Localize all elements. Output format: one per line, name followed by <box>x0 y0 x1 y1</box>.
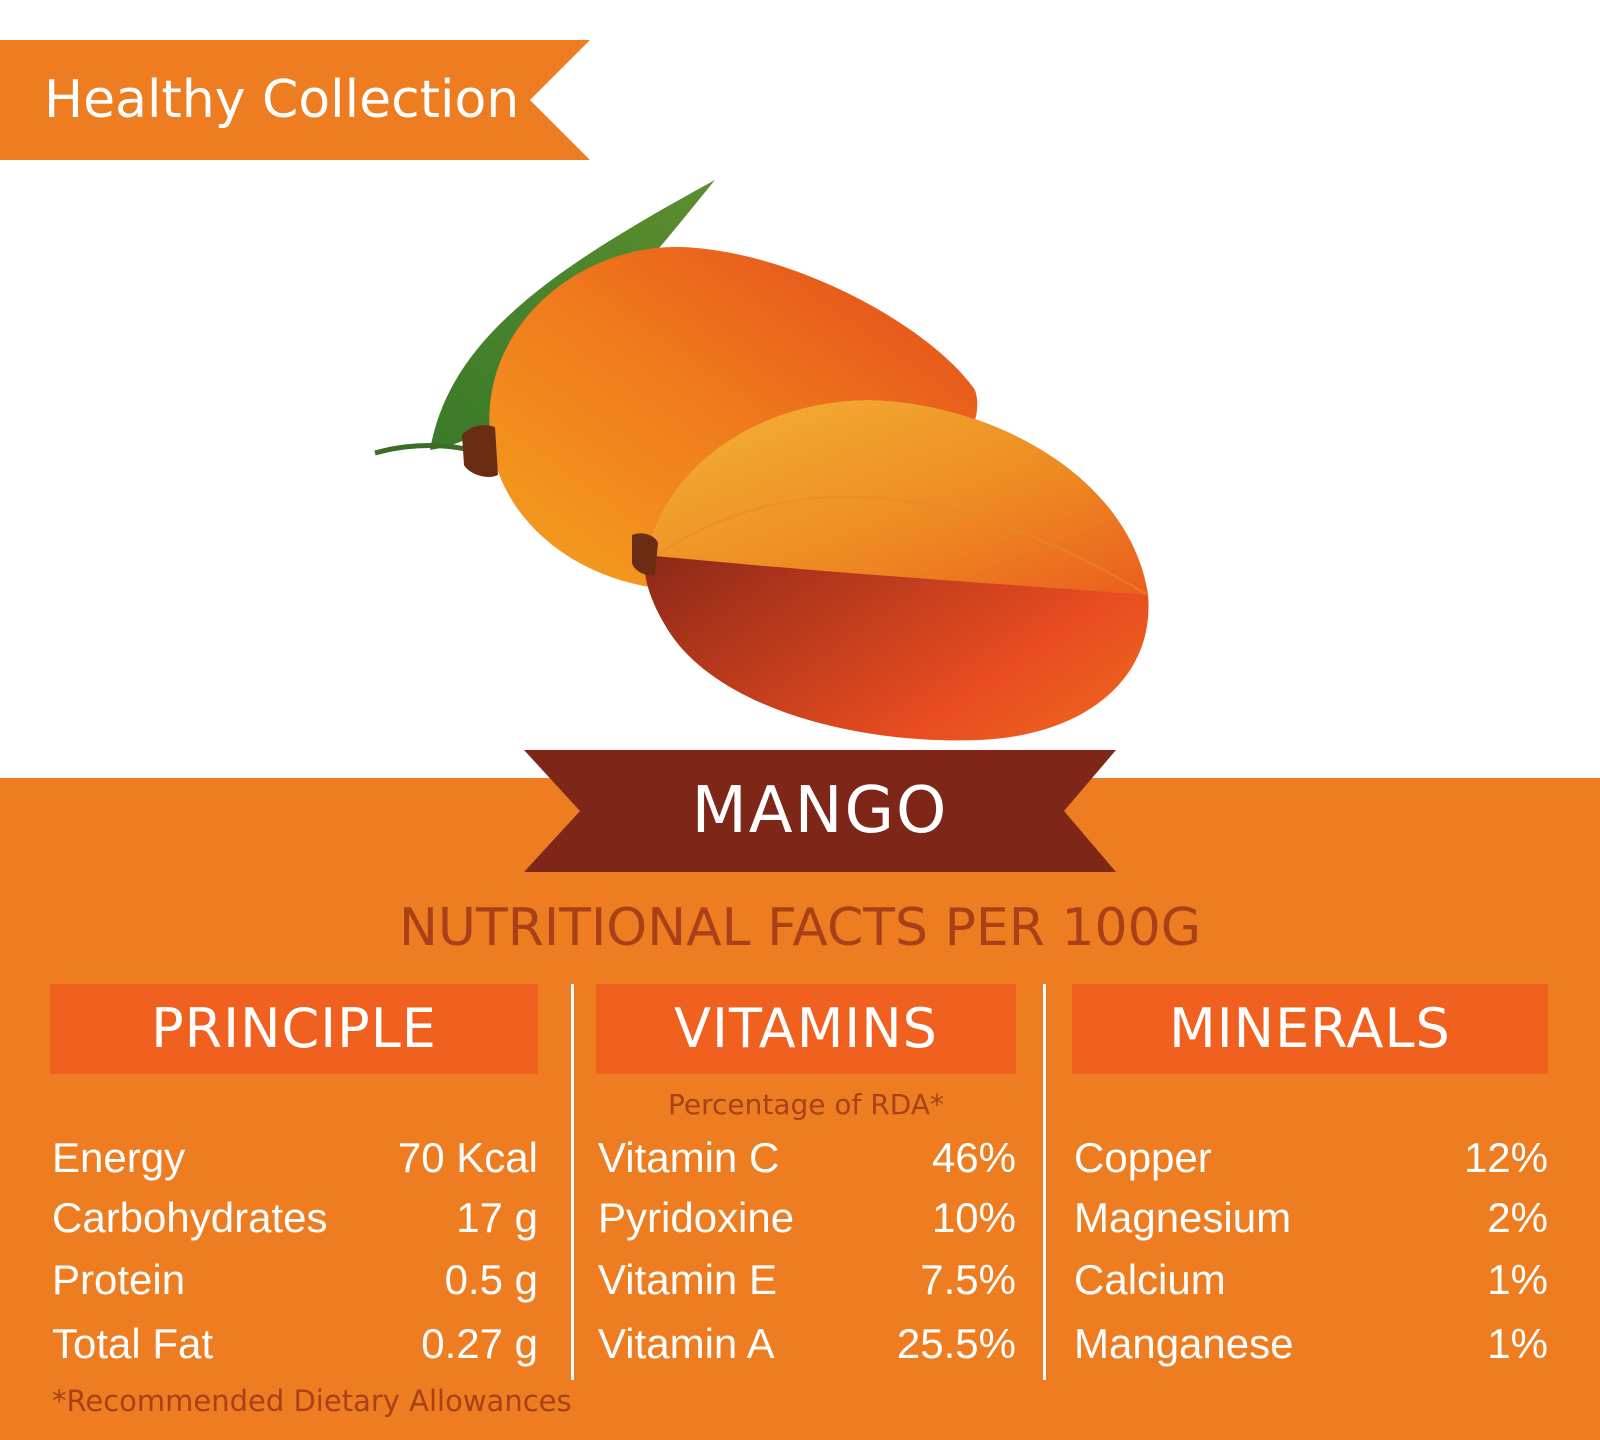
nutrient-label: Vitamin A <box>598 1320 775 1367</box>
vitamin-row-pyridoxine: Pyridoxine 10% <box>598 1190 1016 1246</box>
banner-ribbon-shape <box>0 40 590 160</box>
title-ribbon-shape <box>524 750 1116 872</box>
footnote: *Recommended Dietary Allowances <box>52 1384 572 1418</box>
nutrition-subtitle: NUTRITIONAL FACTS PER 100G <box>398 898 1201 958</box>
nutrient-label: Pyridoxine <box>598 1194 795 1241</box>
nutrient-value: 46% <box>931 1134 1016 1181</box>
nutrient-value: 7.5% <box>920 1256 1016 1303</box>
healthy-collection-banner: Healthy Collection <box>0 40 590 160</box>
nutrient-label: Vitamin E <box>598 1256 777 1303</box>
nutrient-row-protein: Protein 0.5 g <box>52 1252 538 1308</box>
nutrient-row-carbohydrates: Carbohydrates 17 g <box>52 1190 538 1246</box>
nutrient-row-total-fat: Total Fat 0.27 g <box>52 1316 538 1372</box>
nutrient-label: Carbohydrates <box>52 1194 328 1241</box>
nutrient-label: Protein <box>52 1256 186 1303</box>
nutrient-value: 10% <box>931 1194 1016 1241</box>
rda-note: Percentage of RDA* <box>668 1088 944 1121</box>
nutrient-value: 12% <box>1463 1134 1548 1181</box>
nutrient-label: Manganese <box>1074 1320 1294 1367</box>
nutrient-value: 17 g <box>456 1194 538 1241</box>
mango-illustration <box>370 175 1190 765</box>
nutrient-value: 2% <box>1487 1194 1548 1241</box>
nutrient-value: 0.5 g <box>444 1256 538 1303</box>
nutrition-panel <box>0 778 1600 1440</box>
mineral-row-magnesium: Magnesium 2% <box>1074 1190 1548 1246</box>
mineral-row-copper: Copper 12% <box>1074 1130 1548 1186</box>
nutrient-value: 25.5% <box>896 1320 1016 1367</box>
page-title: MANGO <box>691 774 949 848</box>
title-ribbon: MANGO <box>524 750 1116 872</box>
column-divider <box>571 984 574 1380</box>
vitamin-row-c: Vitamin C 46% <box>598 1130 1016 1186</box>
nutrient-label: Vitamin C <box>598 1134 780 1181</box>
nutrient-label: Energy <box>52 1134 186 1181</box>
mineral-row-calcium: Calcium 1% <box>1074 1252 1548 1308</box>
nutrient-label: Magnesium <box>1074 1194 1292 1241</box>
minerals-header: MINERALS <box>1072 984 1548 1074</box>
principle-header: PRINCIPLE <box>50 984 538 1074</box>
nutrient-row-energy: Energy 70 Kcal <box>52 1130 538 1186</box>
nutrient-label: Copper <box>1074 1134 1212 1181</box>
vitamin-row-a: Vitamin A 25.5% <box>598 1316 1016 1372</box>
mango-icon <box>374 180 1149 741</box>
column-divider <box>1043 984 1046 1380</box>
banner-label: Healthy Collection <box>44 70 520 130</box>
nutrient-label: Calcium <box>1074 1256 1226 1303</box>
vitamins-header: VITAMINS <box>596 984 1016 1074</box>
nutrient-value: 0.27 g <box>421 1320 538 1367</box>
nutrient-label: Total Fat <box>52 1320 214 1367</box>
vitamin-row-e: Vitamin E 7.5% <box>598 1252 1016 1308</box>
nutrient-value: 70 Kcal <box>397 1134 538 1181</box>
mineral-row-manganese: Manganese 1% <box>1074 1316 1548 1372</box>
nutrient-value: 1% <box>1487 1256 1548 1303</box>
nutrient-value: 1% <box>1487 1320 1548 1367</box>
